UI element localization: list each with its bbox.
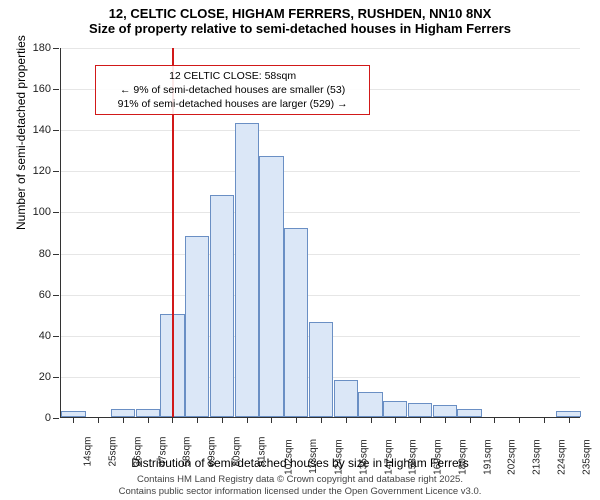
grid-line (61, 130, 580, 131)
y-tick (53, 89, 59, 90)
x-tick (371, 417, 372, 423)
plot-area: 02040608010012014016018014sqm25sqm36sqm4… (60, 48, 580, 418)
x-axis-label: Distribution of semi-detached houses by … (0, 456, 600, 470)
x-tick (420, 417, 421, 423)
histogram-bar (259, 156, 283, 417)
histogram-bar (111, 409, 135, 417)
y-tick-label: 140 (33, 124, 51, 136)
footer-attribution: Contains HM Land Registry data © Crown c… (0, 474, 600, 498)
x-tick (321, 417, 322, 423)
y-tick-label: 160 (33, 83, 51, 95)
grid-line (61, 48, 580, 49)
histogram-bar (358, 392, 382, 417)
x-tick (98, 417, 99, 423)
y-tick-label: 180 (33, 42, 51, 54)
x-tick (271, 417, 272, 423)
y-tick-label: 100 (33, 206, 51, 218)
y-tick (53, 418, 59, 419)
y-tick (53, 377, 59, 378)
y-tick (53, 171, 59, 172)
histogram-bar (457, 409, 481, 417)
y-tick-label: 0 (45, 412, 51, 424)
x-tick (470, 417, 471, 423)
x-tick (197, 417, 198, 423)
y-tick-label: 120 (33, 165, 51, 177)
x-tick (544, 417, 545, 423)
histogram-bar (136, 409, 160, 417)
footer-line1: Contains HM Land Registry data © Crown c… (0, 474, 600, 486)
page-title-line1: 12, CELTIC CLOSE, HIGHAM FERRERS, RUSHDE… (0, 6, 600, 21)
x-tick (222, 417, 223, 423)
y-tick-label: 20 (39, 371, 51, 383)
x-tick (519, 417, 520, 423)
x-tick (73, 417, 74, 423)
histogram-bar (408, 403, 432, 417)
grid-line (61, 254, 580, 255)
x-tick (346, 417, 347, 423)
y-tick-label: 80 (39, 248, 51, 260)
annotation-line: ← 9% of semi-detached houses are smaller… (102, 83, 364, 97)
page-title-line2: Size of property relative to semi-detach… (0, 21, 600, 36)
histogram-bar (235, 123, 259, 417)
histogram-bar (309, 322, 333, 417)
annotation-line: 91% of semi-detached houses are larger (… (102, 97, 364, 111)
y-tick (53, 48, 59, 49)
x-tick (123, 417, 124, 423)
annotation-box: 12 CELTIC CLOSE: 58sqm← 9% of semi-detac… (95, 65, 371, 116)
y-tick-label: 60 (39, 289, 51, 301)
y-axis-label: Number of semi-detached properties (14, 35, 28, 230)
y-tick (53, 130, 59, 131)
y-tick (53, 336, 59, 337)
y-tick (53, 212, 59, 213)
annotation-line: 12 CELTIC CLOSE: 58sqm (102, 69, 364, 83)
x-tick (494, 417, 495, 423)
x-tick (445, 417, 446, 423)
histogram-bar (433, 405, 457, 417)
histogram-bar (334, 380, 358, 417)
y-tick (53, 254, 59, 255)
grid-line (61, 212, 580, 213)
histogram-bar (284, 228, 308, 417)
x-tick (172, 417, 173, 423)
y-tick (53, 295, 59, 296)
x-tick (148, 417, 149, 423)
histogram-bar (210, 195, 234, 417)
x-tick (247, 417, 248, 423)
x-tick (395, 417, 396, 423)
x-tick (296, 417, 297, 423)
grid-line (61, 171, 580, 172)
grid-line (61, 295, 580, 296)
histogram-bar (185, 236, 209, 417)
histogram-bar (383, 401, 407, 417)
y-tick-label: 40 (39, 330, 51, 342)
x-tick (569, 417, 570, 423)
chart-area: 02040608010012014016018014sqm25sqm36sqm4… (60, 48, 580, 418)
footer-line2: Contains public sector information licen… (0, 486, 600, 498)
